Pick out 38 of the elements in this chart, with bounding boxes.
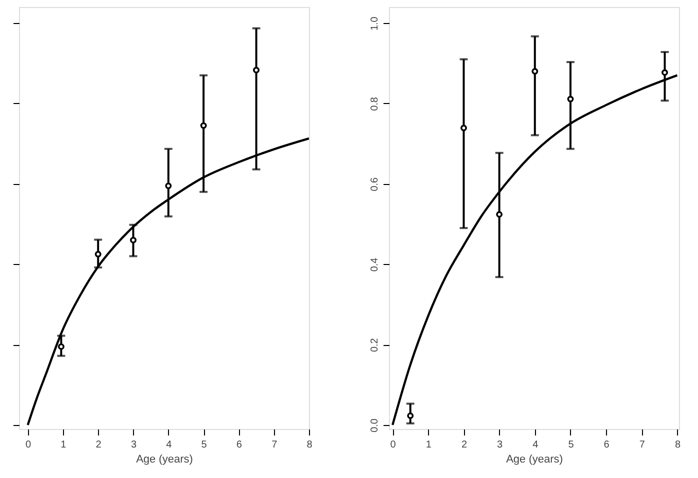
point	[460, 124, 467, 132]
point	[407, 412, 414, 419]
y-tick-label: 1.0	[370, 16, 380, 31]
x-axis-title: Age (years)	[506, 454, 563, 466]
x-tick-label: 0	[390, 440, 396, 450]
x-tick-label: 5	[201, 440, 208, 450]
point	[496, 211, 503, 218]
point	[58, 343, 64, 350]
x-tick-label: 1	[426, 440, 432, 450]
point	[662, 69, 668, 76]
x-tick-label: 1	[60, 440, 67, 450]
x-tick-label: 7	[272, 440, 278, 450]
x-tick-label: 8	[306, 440, 313, 450]
point	[532, 68, 538, 75]
x-tick-label: 4	[166, 440, 172, 450]
x-tick-label: 5	[568, 440, 574, 450]
x-tick-label: 4	[532, 440, 539, 450]
point	[130, 236, 136, 244]
point	[94, 250, 102, 258]
x-tick-label: 2	[96, 440, 102, 450]
x-axis-title: Age (years)	[136, 454, 193, 466]
y-tick-label: 0.4	[370, 257, 380, 272]
x-tick-label: 6	[236, 440, 242, 450]
y-tick-label: 0.2	[370, 338, 380, 352]
y-tick-label: 0.8	[370, 96, 380, 111]
point	[253, 66, 260, 74]
point	[165, 182, 172, 190]
x-tick-label: 0	[26, 440, 32, 450]
x-tick-label: 3	[497, 440, 504, 450]
y-tick-label: 0.0	[370, 418, 380, 432]
y-tick-label: 0.6	[370, 176, 380, 192]
point	[567, 96, 574, 102]
x-tick-label: 6	[604, 440, 610, 450]
x-tick-label: 8	[674, 440, 681, 450]
x-tick-label: 2	[461, 440, 468, 450]
x-tick-label: 7	[639, 440, 646, 450]
point	[200, 122, 207, 129]
x-tick-label: 3	[130, 440, 137, 450]
